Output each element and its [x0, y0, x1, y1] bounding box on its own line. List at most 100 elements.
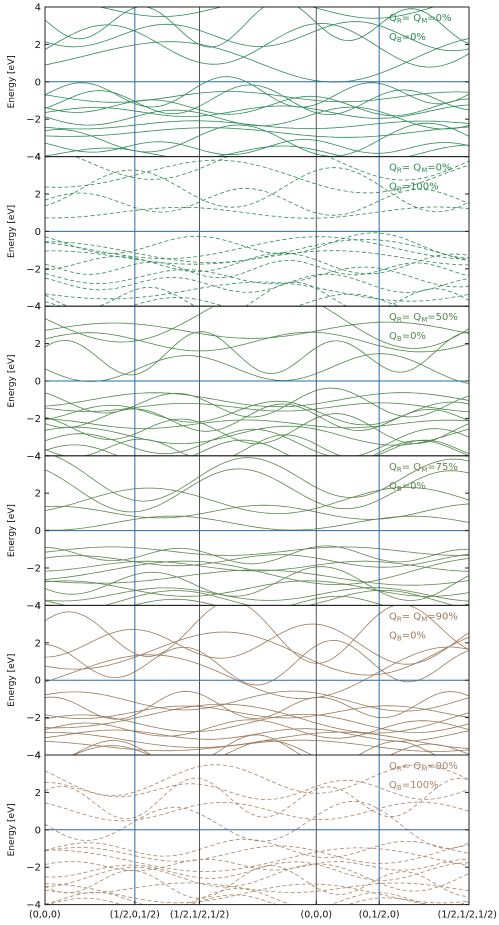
y-tick-label: −2: [26, 414, 41, 425]
band-line: [45, 569, 469, 586]
band-line: [45, 331, 469, 376]
band-line: [45, 104, 469, 119]
band-line: [45, 167, 469, 213]
band-line: [45, 7, 469, 48]
band-line: [45, 250, 469, 266]
band-line: [98, 7, 436, 19]
y-axis-label: Energy [eV]: [7, 205, 17, 258]
band-line: [45, 515, 469, 531]
y-tick-label: 4: [35, 751, 41, 762]
band-line: [45, 580, 469, 597]
band-line: [45, 331, 469, 353]
band-line: [45, 403, 469, 432]
x-tick-label: (0,0,0): [300, 910, 332, 921]
panel-legend-line1: QR= QM=0%: [389, 13, 451, 25]
band-line: [45, 690, 469, 712]
band-line: [45, 402, 469, 413]
panel-legend-line1: QR= QM=50%: [389, 312, 458, 324]
band-line: [45, 413, 469, 445]
band-line: [45, 38, 469, 83]
band-line: [45, 159, 469, 194]
band-line: [45, 777, 469, 820]
band-line: [45, 21, 469, 52]
band-line: [45, 801, 469, 849]
y-tick-label: 4: [35, 302, 41, 313]
band-line: [45, 553, 469, 568]
band-line: [45, 392, 469, 408]
y-axis-label: Energy [eV]: [7, 654, 17, 707]
band-line: [45, 801, 469, 822]
band-line: [45, 252, 469, 275]
y-tick-label: −4: [26, 900, 41, 911]
band-line: [45, 838, 469, 858]
band-line: [74, 156, 469, 181]
band-line: [45, 259, 469, 279]
band-line: [45, 232, 469, 259]
band-line: [45, 22, 469, 68]
band-line: [45, 126, 469, 138]
y-tick-label: −4: [26, 302, 41, 313]
band-line: [45, 353, 469, 384]
band-line: [45, 106, 469, 130]
band-line: [45, 84, 469, 115]
band-line: [45, 605, 469, 664]
band-line: [45, 690, 469, 720]
band-line: [45, 236, 469, 260]
y-axis-label: Energy [eV]: [7, 354, 17, 407]
y-tick-label: −4: [26, 451, 41, 462]
y-tick-label: 0: [35, 676, 41, 687]
y-tick-label: −2: [26, 264, 41, 275]
band-line: [52, 455, 469, 502]
band-line: [45, 206, 469, 219]
band-line: [45, 281, 469, 307]
band-line: [45, 468, 469, 513]
band-line: [45, 705, 469, 719]
band-line: [45, 273, 469, 293]
band-line: [45, 546, 469, 556]
y-tick-label: 2: [35, 788, 41, 799]
y-axis-label: Energy [eV]: [7, 803, 17, 856]
band-line: [45, 714, 469, 733]
band-line: [71, 734, 437, 756]
y-axis-label: Energy [eV]: [7, 55, 17, 108]
panel-legend-line1: QR= QM=75%: [389, 462, 458, 474]
band-line: [71, 740, 469, 756]
panel-legend-line1: QR= QM=90%: [389, 611, 458, 623]
x-tick-label: (0,1/2,0): [359, 910, 400, 921]
y-tick-label: 0: [35, 77, 41, 88]
y-tick-label: −4: [26, 751, 41, 762]
band-line: [45, 883, 469, 904]
y-tick-label: 2: [35, 190, 41, 201]
band-line: [45, 888, 469, 905]
panel-legend-line1: QR= QM=0%: [389, 163, 451, 175]
band-line: [45, 587, 469, 602]
band-line: [45, 122, 469, 157]
band-line: [45, 139, 469, 156]
y-tick-label: 4: [35, 3, 41, 14]
y-tick-label: 4: [35, 152, 41, 163]
band-line: [45, 719, 469, 739]
band-line: [45, 321, 469, 339]
y-tick-label: −2: [26, 564, 41, 575]
y-tick-label: −2: [26, 713, 41, 724]
band-line: [45, 646, 469, 699]
panel-legend-line2: QB=100%: [389, 182, 439, 194]
band-line: [45, 764, 469, 796]
y-tick-label: 2: [35, 339, 41, 350]
band-line: [45, 623, 469, 665]
y-tick-label: −2: [26, 863, 41, 874]
x-tick-label: (1/2,0,1/2): [110, 910, 160, 921]
band-line: [45, 120, 469, 130]
band-line: [102, 589, 456, 606]
band-line: [45, 418, 469, 429]
panel-legend-line2: QB=0%: [389, 481, 426, 493]
y-tick-label: 0: [35, 227, 41, 238]
band-line: [45, 95, 469, 116]
band-line: [45, 306, 469, 349]
band-line: [45, 861, 469, 881]
y-tick-label: 4: [35, 451, 41, 462]
band-line: [45, 239, 469, 263]
band-line: [45, 566, 469, 601]
y-tick-label: 2: [35, 638, 41, 649]
x-tick-label: (1/2,1/2,1/2): [438, 910, 497, 921]
